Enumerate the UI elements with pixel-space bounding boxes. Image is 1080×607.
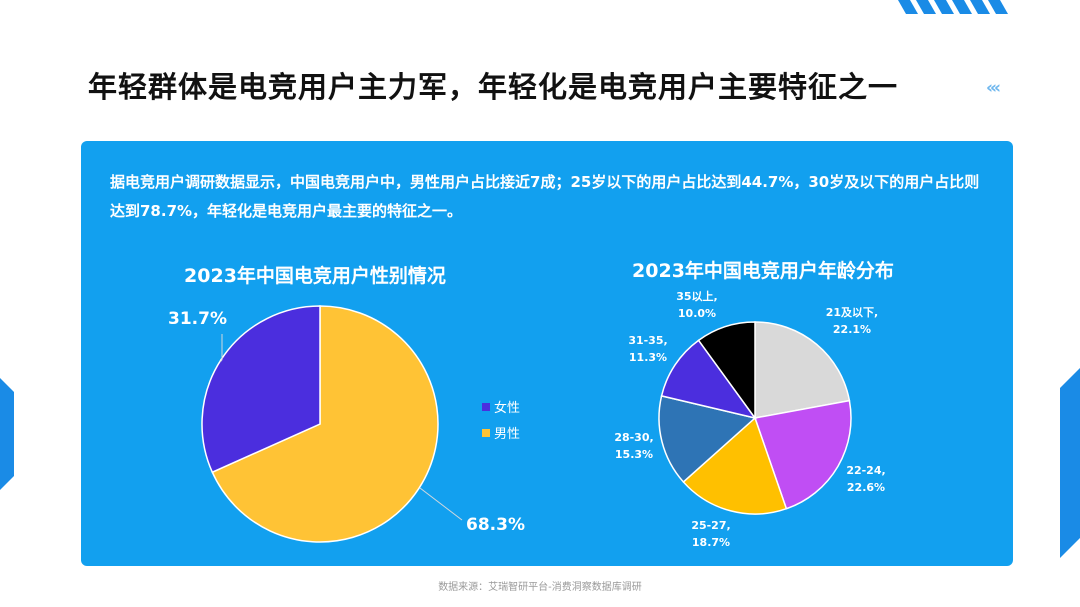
decorative-stripes: [898, 0, 1008, 14]
leader-line-female: [219, 359, 223, 363]
right-edge-accent: [1060, 368, 1080, 558]
legend-swatch: [482, 403, 490, 411]
data-label-value: 22.1%: [833, 323, 871, 336]
pie-slice-age-35-above: [697, 321, 756, 421]
data-label-value: 22.6%: [847, 481, 885, 494]
legend-swatch: [482, 429, 490, 437]
gender-chart-title: 2023年中国电竞用户性别情况: [184, 264, 446, 287]
data-label-category: 25-27,: [691, 519, 730, 532]
age-pie: 21及以下, 22.1% 22-24, 22.6% 25-27, 18.7% 28-30, 1…: [614, 289, 885, 549]
summary-text: 据电竞用户调研数据显示，中国电竞用户中，男性用户占比接近7成；25岁以下的用户占…: [110, 173, 980, 220]
left-edge-accent: [0, 378, 14, 490]
legend-label: 男性: [494, 427, 520, 442]
gender-pie: 31.7% 68.3%: [168, 305, 525, 543]
page-title: 年轻群体是电竞用户主力军，年轻化是电竞用户主要特征之一: [88, 70, 899, 104]
legend-label: 女性: [494, 400, 520, 416]
data-label-category: 35以上,: [676, 289, 718, 303]
age-chart-title: 2023年中国电竞用户年龄分布: [632, 259, 894, 282]
pie-slice-age-31-35: [660, 339, 757, 420]
data-label-category: 28-30,: [614, 431, 653, 444]
data-label-category: 31-35,: [628, 334, 667, 347]
pie-slice-age-21-below: [754, 321, 851, 419]
data-label-value: 18.7%: [692, 536, 730, 549]
data-label-category: 22-24,: [846, 464, 885, 477]
data-label-value: 10.0%: [678, 307, 716, 320]
pie-slice-age-25-27: [682, 416, 788, 515]
data-label-male: 68.3%: [466, 515, 525, 535]
pie-slice-age-22-24: [754, 399, 852, 510]
chevron-left-icon: ‹‹‹: [986, 78, 1001, 98]
pie-slice-age-28-30: [658, 394, 757, 483]
data-label-female: 31.7%: [168, 309, 227, 329]
data-source: 数据来源：艾瑞智研平台-消费洞察数据库调研: [438, 582, 642, 593]
pie-slice-male: [211, 305, 439, 543]
data-label-value: 15.3%: [615, 448, 653, 461]
data-label-category: 21及以下,: [826, 306, 879, 319]
pie-slice-female: [201, 305, 321, 474]
data-label-value: 11.3%: [629, 351, 667, 364]
leader-line-male: [419, 487, 463, 521]
